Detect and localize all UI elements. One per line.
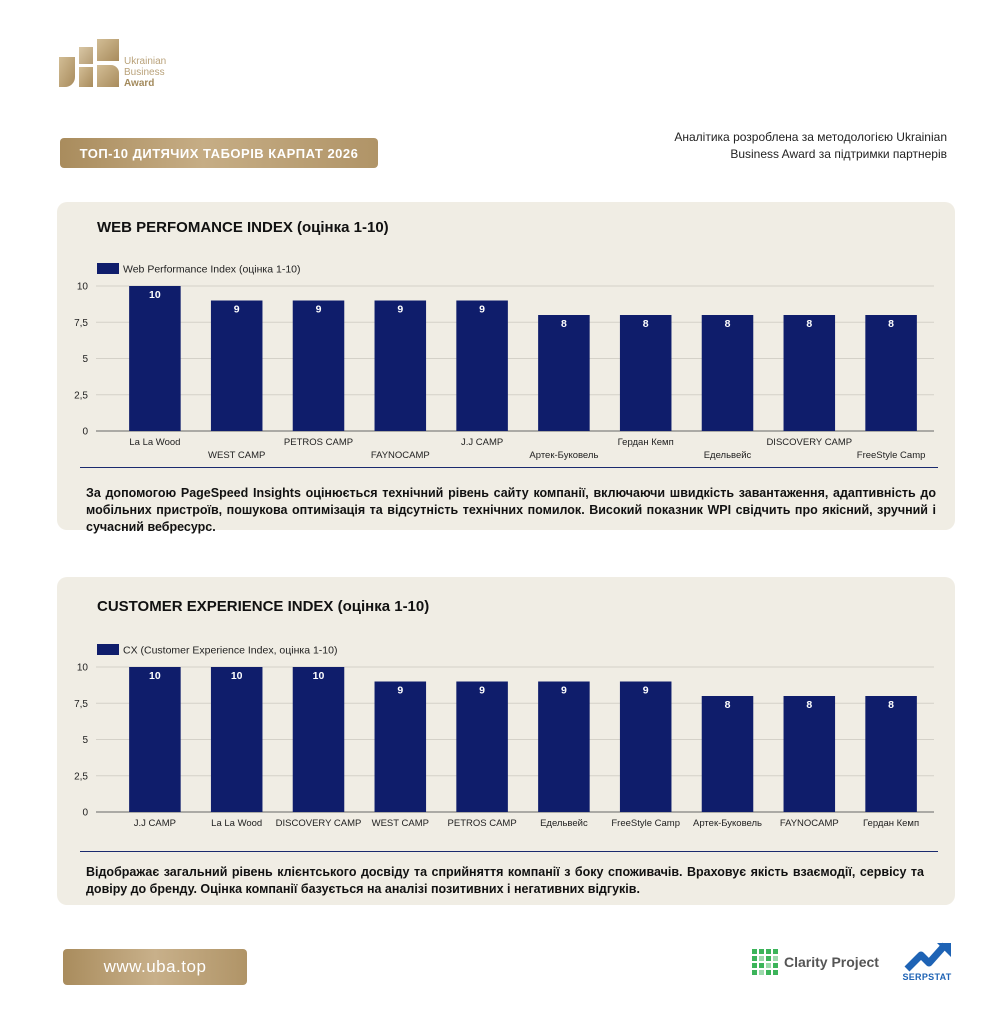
data-label: 9 bbox=[397, 685, 403, 697]
web-description: За допомогою PageSpeed Insights оцінюєть… bbox=[86, 486, 936, 534]
bar bbox=[865, 696, 917, 812]
x-tick-label: La La Wood bbox=[211, 818, 262, 829]
x-tick-label: Гердан Кемп bbox=[618, 437, 674, 448]
x-tick-label: Едельвейс bbox=[704, 450, 752, 461]
x-tick-label: DISCOVERY CAMP bbox=[276, 818, 362, 829]
y-tick-label: 10 bbox=[77, 663, 89, 674]
bar bbox=[456, 681, 508, 812]
x-tick-label: FreeStyle Camp bbox=[857, 450, 926, 461]
legend-swatch bbox=[97, 644, 119, 655]
data-label: 8 bbox=[643, 318, 649, 330]
bar bbox=[210, 300, 263, 431]
bar bbox=[619, 315, 672, 431]
bar bbox=[456, 300, 508, 431]
web-performance-chart: Web Performance Index (оцінка 1-10) 0 2,5 5… bbox=[74, 263, 934, 461]
data-label: 8 bbox=[806, 699, 812, 711]
bar bbox=[210, 667, 263, 812]
y-tick-label: 7,5 bbox=[74, 699, 88, 710]
x-tick-label: WEST CAMP bbox=[372, 818, 429, 829]
x-tick-label: J.J CAMP bbox=[134, 818, 176, 829]
serpstat-label: SERPSTAT bbox=[902, 972, 952, 982]
data-label: 10 bbox=[313, 670, 325, 682]
data-label: 10 bbox=[149, 289, 161, 301]
y-tick-label: 2,5 bbox=[74, 390, 88, 401]
page-title: ТОП-10 ДИТЯЧИХ ТАБОРІВ КАРПАТ 2026 bbox=[60, 138, 378, 168]
data-label: 8 bbox=[725, 699, 731, 711]
methodology-note: Аналітика розроблена за методологією Ukr… bbox=[674, 130, 947, 161]
x-tick-label: Артек-Буковель bbox=[693, 818, 762, 829]
y-tick-label: 0 bbox=[82, 427, 88, 438]
y-tick-label: 5 bbox=[82, 735, 88, 746]
x-tick-label: J.J CAMP bbox=[461, 437, 503, 448]
data-label: 9 bbox=[561, 685, 567, 697]
data-label: 10 bbox=[149, 670, 161, 682]
cx-chart-title: CUSTOMER EXPERIENCE INDEX (оцінка 1-10) bbox=[97, 598, 430, 615]
x-tick-label: La La Wood bbox=[129, 437, 180, 448]
bar bbox=[619, 681, 672, 812]
clarity-grid-icon bbox=[752, 949, 778, 975]
cx-divider bbox=[80, 851, 938, 852]
y-tick-label: 7,5 bbox=[74, 318, 88, 329]
website-link[interactable]: www.uba.top bbox=[63, 949, 247, 985]
bar bbox=[538, 681, 590, 812]
x-tick-label: FAYNOCAMP bbox=[780, 818, 839, 829]
uba-logo-icon bbox=[59, 39, 119, 87]
legend-label: CX (Customer Experience Index, оцінка 1-… bbox=[123, 645, 337, 657]
data-label: 8 bbox=[725, 318, 731, 330]
y-tick-label: 2,5 bbox=[74, 771, 88, 782]
web-divider bbox=[80, 467, 938, 468]
data-label: 8 bbox=[806, 318, 812, 330]
y-tick-label: 10 bbox=[77, 282, 89, 293]
x-tick-label: FAYNOCAMP bbox=[371, 450, 430, 461]
x-tick-label: PETROS CAMP bbox=[284, 437, 353, 448]
data-label: 8 bbox=[888, 318, 894, 330]
data-label: 9 bbox=[234, 304, 240, 316]
web-chart-title: WEB PERFOMANCE INDEX (оцінка 1-10) bbox=[97, 219, 389, 236]
data-label: 9 bbox=[643, 685, 649, 697]
bar bbox=[538, 315, 590, 431]
bar bbox=[129, 667, 181, 812]
bar bbox=[701, 696, 754, 812]
data-label: 9 bbox=[316, 304, 322, 316]
legend: Web Performance Index (оцінка 1-10) bbox=[97, 263, 301, 276]
bar bbox=[374, 300, 427, 431]
bar bbox=[783, 315, 836, 431]
bar bbox=[374, 681, 427, 812]
x-tick-label: Гердан Кемп bbox=[863, 818, 919, 829]
data-label: 8 bbox=[561, 318, 567, 330]
x-tick-label: FreeStyle Camp bbox=[611, 818, 680, 829]
x-tick-label: WEST CAMP bbox=[208, 450, 265, 461]
data-label: 10 bbox=[231, 670, 243, 682]
x-tick-label: DISCOVERY CAMP bbox=[766, 437, 852, 448]
logo-wordmark: Ukrainian Business Award bbox=[124, 56, 167, 89]
legend: CX (Customer Experience Index, оцінка 1-… bbox=[97, 644, 337, 657]
data-label: 8 bbox=[888, 699, 894, 711]
data-label: 9 bbox=[479, 304, 485, 316]
bar bbox=[701, 315, 754, 431]
y-tick-label: 5 bbox=[82, 354, 88, 365]
bar bbox=[292, 667, 345, 812]
x-tick-label: Артек-Буковель bbox=[529, 450, 598, 461]
cx-description: Відображає загальний рівень клієнтського… bbox=[86, 865, 924, 896]
customer-experience-chart: CX (Customer Experience Index, оцінка 1-… bbox=[74, 644, 934, 829]
bar bbox=[292, 300, 345, 431]
y-tick-label: 0 bbox=[82, 808, 88, 819]
x-tick-label: Едельвейс bbox=[540, 818, 588, 829]
clarity-project-label: Clarity Project bbox=[784, 954, 879, 970]
serpstat-logo-icon bbox=[904, 942, 951, 972]
data-label: 9 bbox=[479, 685, 485, 697]
legend-label: Web Performance Index (оцінка 1-10) bbox=[123, 264, 301, 276]
bar bbox=[783, 696, 836, 812]
bar bbox=[129, 286, 181, 431]
x-tick-label: PETROS CAMP bbox=[448, 818, 517, 829]
clarity-project-logo: Clarity Project bbox=[752, 948, 879, 976]
bar bbox=[865, 315, 917, 431]
legend-swatch bbox=[97, 263, 119, 274]
data-label: 9 bbox=[397, 304, 403, 316]
